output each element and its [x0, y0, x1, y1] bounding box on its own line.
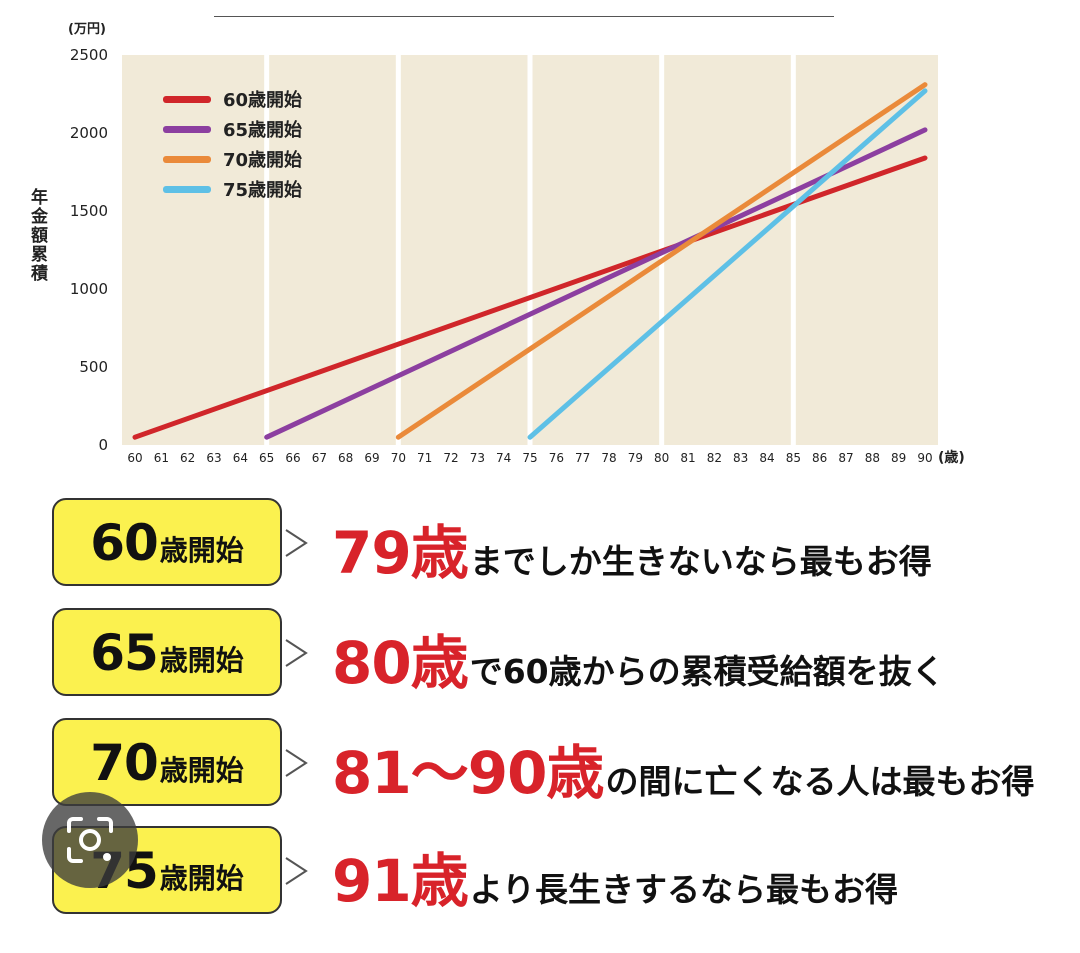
caption-text: までしか生きないなら最もお得 — [469, 542, 932, 581]
x-tick-label: 77 — [575, 451, 590, 465]
x-tick-label: 70 — [391, 451, 406, 465]
tag-number: 65 — [90, 624, 159, 682]
x-tick-label: 62 — [180, 451, 195, 465]
tag-number: 60 — [90, 514, 159, 572]
caption-highlight: 80歳 — [332, 629, 469, 697]
y-axis-label: 年金額累積 — [27, 188, 47, 283]
series-line — [527, 88, 928, 440]
x-tick-label: 73 — [470, 451, 485, 465]
legend-label: 65歳開始 — [223, 120, 303, 141]
legend-label: 70歳開始 — [223, 150, 303, 171]
legend-swatch — [163, 155, 211, 163]
x-tick-label: 74 — [496, 451, 511, 465]
legend-swatch — [163, 95, 211, 103]
y-unit-label: (万円) — [68, 22, 106, 37]
tag-suffix: 歳開始 — [159, 862, 244, 895]
y-tick-label: 2000 — [70, 124, 108, 142]
x-tick-label: 66 — [285, 451, 300, 465]
y-tick-label: 1500 — [70, 202, 108, 220]
tag-suffix: 歳開始 — [159, 534, 244, 567]
top-divider — [214, 16, 834, 17]
camera-glyph — [67, 817, 113, 863]
x-tick-label: 86 — [812, 451, 827, 465]
legend-item: 65歳開始 — [163, 116, 302, 142]
caption-row: 60 歳開始 79歳 までしか生きないなら最もお得 — [52, 498, 1052, 590]
x-tick-label: 78 — [601, 451, 616, 465]
series-line — [264, 127, 928, 440]
tag-number: 70 — [90, 734, 159, 792]
x-tick-label: 68 — [338, 451, 353, 465]
tag-suffix: 歳開始 — [159, 644, 244, 677]
y-tick-label: 1000 — [70, 280, 108, 298]
x-tick-label: 85 — [786, 451, 801, 465]
x-tick-label: 67 — [312, 451, 327, 465]
x-unit-label: (歳) — [938, 450, 965, 466]
x-tick-label: 76 — [549, 451, 564, 465]
y-tick-label: 2500 — [70, 46, 108, 64]
x-tick-label: 87 — [838, 451, 853, 465]
y-tick-label: 0 — [98, 436, 108, 454]
caption-message: 81〜90歳 の間に亡くなる人は最もお得 — [332, 726, 1034, 810]
caption-text: より長生きするなら最もお得 — [469, 870, 899, 909]
x-tick-label: 61 — [154, 451, 169, 465]
caption-row: 65 歳開始 80歳 で60歳からの累積受給額を抜く — [52, 608, 1052, 700]
x-tick-label: 75 — [522, 451, 537, 465]
legend-item: 70歳開始 — [163, 146, 302, 172]
chevron-right-icon — [285, 857, 308, 885]
x-tick-label: 80 — [654, 451, 669, 465]
caption-message: 79歳 までしか生きないなら最もお得 — [332, 506, 932, 590]
start-age-tag: 65 歳開始 — [52, 608, 282, 696]
x-tick-label: 79 — [628, 451, 643, 465]
legend-swatch — [163, 185, 211, 193]
x-tick-label: 65 — [259, 451, 274, 465]
x-tick-label: 84 — [759, 451, 774, 465]
legend-label: 75歳開始 — [223, 180, 303, 201]
legend-item: 60歳開始 — [163, 86, 302, 112]
x-tick-label: 60 — [127, 451, 142, 465]
x-tick-label: 81 — [680, 451, 695, 465]
legend-label: 60歳開始 — [223, 90, 303, 111]
x-tick-label: 83 — [733, 451, 748, 465]
caption-row: 75 歳開始 91歳 より長生きするなら最もお得 — [52, 826, 1052, 918]
caption-highlight: 79歳 — [332, 519, 469, 587]
caption-highlight: 81〜90歳 — [332, 739, 604, 807]
caption-text: で60歳からの累積受給額を抜く — [469, 652, 945, 691]
x-tick-label: 63 — [206, 451, 221, 465]
legend-swatch — [163, 125, 211, 133]
y-tick-label: 500 — [79, 358, 108, 376]
start-age-tag: 70 歳開始 — [52, 718, 282, 806]
series-line — [395, 82, 928, 440]
x-tick-label: 89 — [891, 451, 906, 465]
tag-suffix: 歳開始 — [159, 754, 244, 787]
x-tick-label: 69 — [364, 451, 379, 465]
x-tick-label: 64 — [233, 451, 248, 465]
x-tick-label: 71 — [417, 451, 432, 465]
x-tick-label: 72 — [443, 451, 458, 465]
legend-item: 75歳開始 — [163, 176, 302, 202]
lens-camera-icon[interactable] — [42, 792, 138, 888]
caption-row: 70 歳開始 81〜90歳 の間に亡くなる人は最もお得 — [52, 718, 1052, 810]
x-tick-label: 88 — [865, 451, 880, 465]
caption-message: 80歳 で60歳からの累積受給額を抜く — [332, 616, 945, 700]
chevron-right-icon — [285, 529, 308, 557]
x-tick-label: 90 — [917, 451, 932, 465]
start-age-tag: 60 歳開始 — [52, 498, 282, 586]
caption-text: の間に亡くなる人は最もお得 — [605, 762, 1035, 801]
chart-canvas: 0 500 1000 1500 2000 2500 60 61 62 63 64 65 66 67 68 69… — [70, 46, 938, 465]
chevron-right-icon — [285, 749, 308, 777]
caption-message: 91歳 より長生きするなら最もお得 — [332, 834, 898, 918]
chevron-right-icon — [285, 639, 308, 667]
x-tick-label: 82 — [707, 451, 722, 465]
caption-highlight: 91歳 — [332, 847, 469, 915]
